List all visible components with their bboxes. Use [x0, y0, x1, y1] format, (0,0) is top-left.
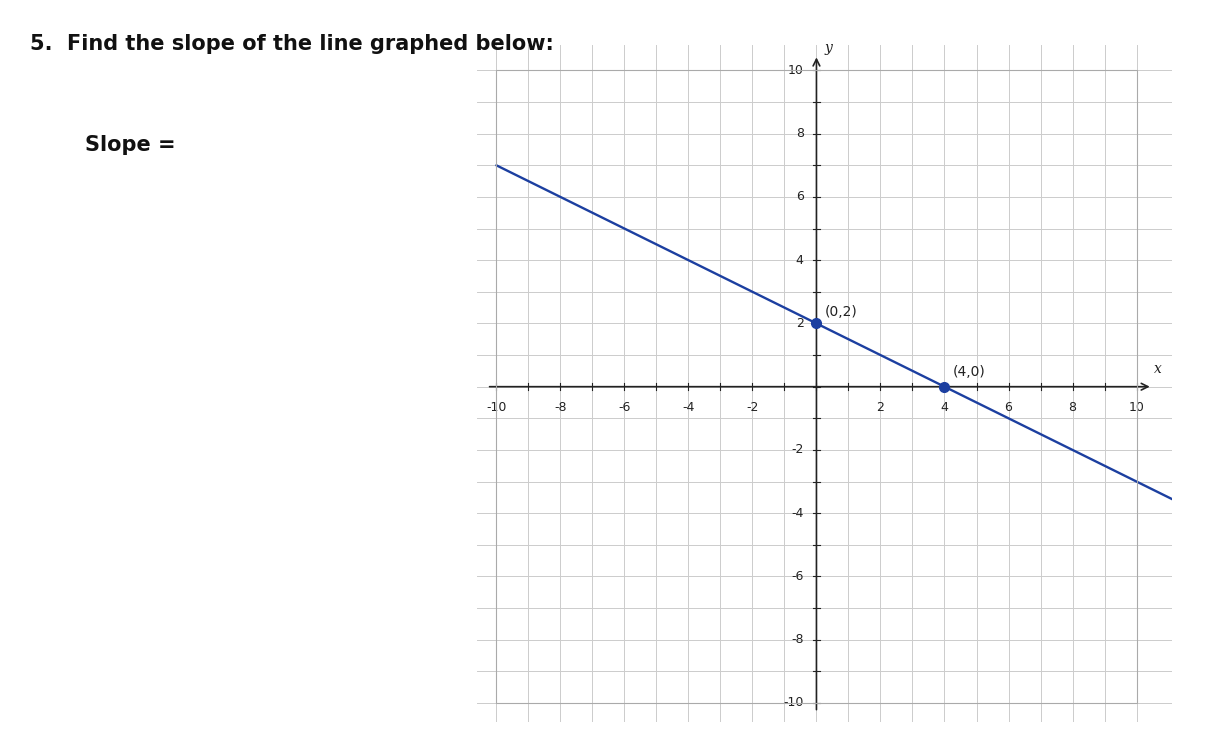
Text: Slope =: Slope = — [85, 135, 182, 156]
Text: (4,0): (4,0) — [952, 365, 986, 379]
Text: -8: -8 — [554, 401, 567, 414]
Text: 4: 4 — [941, 401, 948, 414]
Text: -2: -2 — [791, 444, 803, 456]
Text: 10: 10 — [788, 64, 803, 77]
Text: -8: -8 — [791, 633, 803, 646]
Text: 8: 8 — [1069, 401, 1076, 414]
Text: y: y — [824, 41, 832, 55]
Text: 4: 4 — [796, 253, 803, 267]
Text: 2: 2 — [796, 317, 803, 330]
Text: 6: 6 — [796, 190, 803, 204]
Text: 2: 2 — [877, 401, 884, 414]
Text: (0,2): (0,2) — [824, 305, 858, 319]
Text: 10: 10 — [1128, 401, 1144, 414]
Text: -4: -4 — [683, 401, 695, 414]
Text: -6: -6 — [618, 401, 631, 414]
Text: -4: -4 — [791, 507, 803, 520]
Text: -6: -6 — [791, 570, 803, 583]
Text: -10: -10 — [486, 401, 506, 414]
Text: 8: 8 — [796, 127, 803, 140]
Text: 5.  Find the slope of the line graphed below:: 5. Find the slope of the line graphed be… — [30, 34, 554, 54]
Text: 6: 6 — [1005, 401, 1012, 414]
Text: x: x — [1154, 362, 1162, 375]
Text: -2: -2 — [747, 401, 759, 414]
Text: -10: -10 — [783, 696, 803, 709]
